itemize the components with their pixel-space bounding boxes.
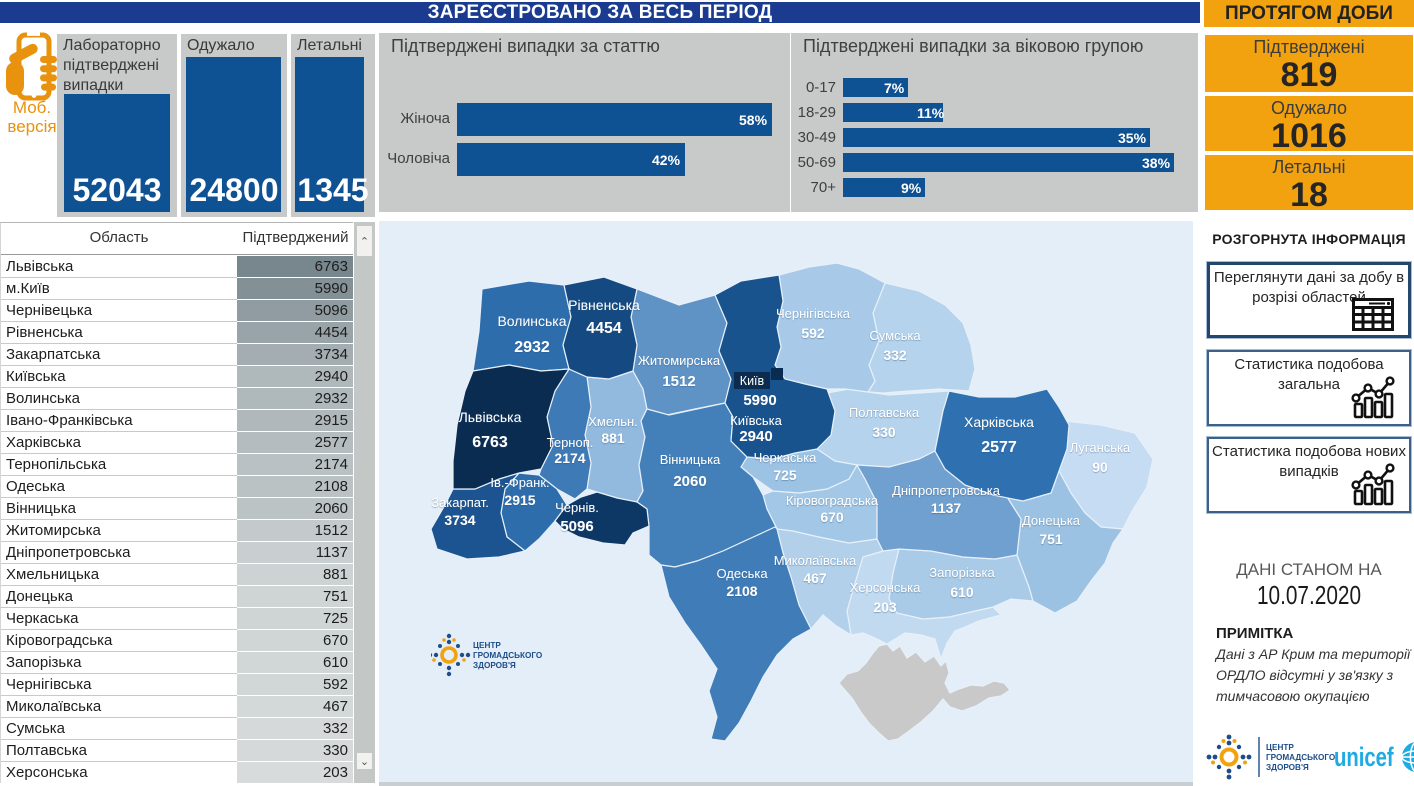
svg-text:725: 725	[773, 467, 797, 483]
svg-text:610: 610	[950, 584, 974, 600]
svg-text:Львівська: Львівська	[459, 409, 522, 425]
svg-text:Закарпат.: Закарпат.	[431, 495, 489, 510]
svg-text:ЗДОРОВ'Я: ЗДОРОВ'Я	[473, 661, 516, 670]
svg-text:2174: 2174	[554, 450, 585, 466]
svg-text:Чернігівська: Чернігівська	[776, 306, 851, 321]
svg-text:ГРОМАДСЬКОГО: ГРОМАДСЬКОГО	[1266, 753, 1336, 762]
svg-text:332: 332	[883, 347, 907, 363]
svg-text:Сумська: Сумська	[869, 328, 921, 343]
svg-text:Одеська: Одеська	[716, 566, 768, 581]
svg-text:670: 670	[820, 509, 844, 525]
svg-text:1512: 1512	[662, 373, 695, 390]
svg-text:2940: 2940	[739, 428, 772, 445]
svg-text:2060: 2060	[673, 473, 706, 490]
svg-text:2932: 2932	[514, 339, 550, 356]
svg-text:5096: 5096	[560, 518, 593, 535]
svg-text:1137: 1137	[931, 500, 962, 516]
svg-text:592: 592	[801, 325, 825, 341]
svg-text:Ів.-Франк.: Ів.-Франк.	[490, 475, 549, 490]
svg-text:ЦЕНТР: ЦЕНТР	[473, 641, 501, 650]
svg-text:Черкаська: Черкаська	[754, 450, 818, 465]
svg-text:90: 90	[1092, 459, 1108, 475]
svg-text:Миколаївська: Миколаївська	[774, 553, 857, 568]
svg-text:Луганська: Луганська	[1070, 440, 1131, 455]
svg-text:Київська: Київська	[730, 413, 782, 428]
svg-text:Чернів.: Чернів.	[555, 500, 599, 515]
svg-text:Волинська: Волинська	[497, 313, 566, 329]
svg-text:Херсонська: Херсонська	[850, 580, 921, 595]
svg-text:6763: 6763	[472, 434, 508, 451]
svg-text:ГРОМАДСЬКОГО: ГРОМАДСЬКОГО	[473, 651, 543, 660]
svg-text:Дніпропетровська: Дніпропетровська	[892, 483, 1001, 498]
svg-text:Донецька: Донецька	[1022, 513, 1081, 528]
svg-text:4454: 4454	[586, 320, 622, 337]
svg-text:203: 203	[873, 599, 897, 615]
svg-text:Харківська: Харківська	[964, 414, 1034, 430]
svg-text:751: 751	[1039, 531, 1063, 547]
svg-text:Полтавська: Полтавська	[849, 405, 920, 420]
svg-text:Житомирська: Житомирська	[638, 353, 721, 368]
svg-text:Хмельн.: Хмельн.	[588, 414, 638, 429]
svg-text:Терноп.: Терноп.	[547, 435, 594, 450]
svg-text:Рівненська: Рівненська	[568, 297, 640, 313]
svg-text:2108: 2108	[726, 583, 757, 599]
svg-text:Запорізька: Запорізька	[929, 565, 995, 580]
svg-text:Вінницька: Вінницька	[660, 452, 721, 467]
svg-text:5990: 5990	[743, 392, 776, 409]
svg-text:467: 467	[803, 570, 827, 586]
svg-text:330: 330	[872, 424, 896, 440]
svg-text:2577: 2577	[981, 439, 1017, 456]
svg-text:Кіровоградська: Кіровоградська	[786, 493, 879, 508]
svg-text:ЦЕНТР: ЦЕНТР	[1266, 743, 1294, 752]
svg-text:881: 881	[601, 430, 625, 446]
svg-text:ЗДОРОВ'Я: ЗДОРОВ'Я	[1266, 763, 1309, 772]
svg-text:3734: 3734	[444, 512, 475, 528]
svg-text:Київ: Київ	[740, 374, 765, 388]
svg-text:2915: 2915	[504, 492, 535, 508]
